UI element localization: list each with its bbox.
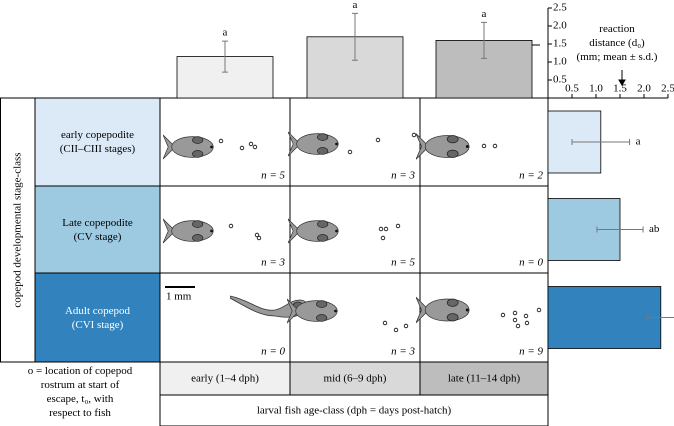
row-label: Late copepodite (CV stage): [62, 216, 133, 243]
x-tick-label: 1.5: [613, 83, 627, 95]
x-tick-label: 0.5: [565, 83, 579, 95]
copepod-locations: [218, 132, 542, 333]
annotation: a: [223, 27, 228, 39]
annotation: a: [636, 136, 641, 148]
annotation: a: [482, 8, 487, 20]
x-tick-label: early (1–4 dph): [191, 373, 259, 385]
sample-size: n = 3: [391, 346, 415, 358]
error-bar: [481, 21, 487, 59]
row-cell: [34, 272, 161, 363]
column-cell: [419, 361, 549, 396]
sample-size: n = 2: [519, 170, 543, 182]
sample-size: n = 9: [519, 346, 543, 358]
row-axis-label: copepod developmental stage-class: [12, 152, 24, 307]
sample-size: n = 3: [391, 170, 415, 182]
row-label: early copepodite (CII–CIII stages): [59, 129, 136, 155]
note: o = location of copepod rostrum at start…: [27, 365, 133, 419]
sample-size: n = 5: [391, 257, 415, 269]
row-cell: [34, 185, 161, 274]
error-bar: [352, 12, 358, 61]
x-tick-label: late (11–14 dph): [448, 373, 521, 385]
annotation: a: [353, 0, 358, 11]
error-bar: [571, 139, 631, 145]
y-tick-label: 0.5: [553, 74, 567, 86]
column-axis-label: larval fish age-class (dph = days post-h…: [257, 405, 452, 417]
row-label: Adult copepod (CVI stage): [64, 304, 131, 331]
y-tick-label: 2.0: [553, 20, 567, 32]
y-tick-label: 1.0: [553, 56, 567, 68]
error-bar: [596, 226, 644, 233]
sample-size: n = 3: [261, 257, 285, 269]
y-tick-label: 1.5: [553, 38, 567, 50]
annotation: ab: [649, 223, 660, 235]
error-bar: [645, 314, 674, 321]
y-tick-label: 2.5: [553, 2, 567, 14]
column-cell: [159, 361, 291, 396]
sample-size: n = 5: [261, 170, 285, 182]
sample-size: n = 0: [519, 257, 543, 269]
x-tick-label: 2.5: [661, 83, 674, 95]
row-cell: [34, 97, 161, 187]
sample-size: n = 0: [261, 346, 285, 358]
x-tick-label: 2.0: [637, 83, 651, 95]
error-bar: [222, 40, 228, 73]
bar: [547, 286, 662, 349]
scale-bar-label: 1 mm: [166, 291, 192, 303]
x-tick-label: mid (6–9 dph): [324, 373, 387, 385]
x-tick-label: 1.0: [589, 83, 603, 95]
axis-label: reaction distance (d₀) (mm; mean ± s.d.): [576, 23, 658, 63]
fish-drawings: [163, 131, 470, 324]
